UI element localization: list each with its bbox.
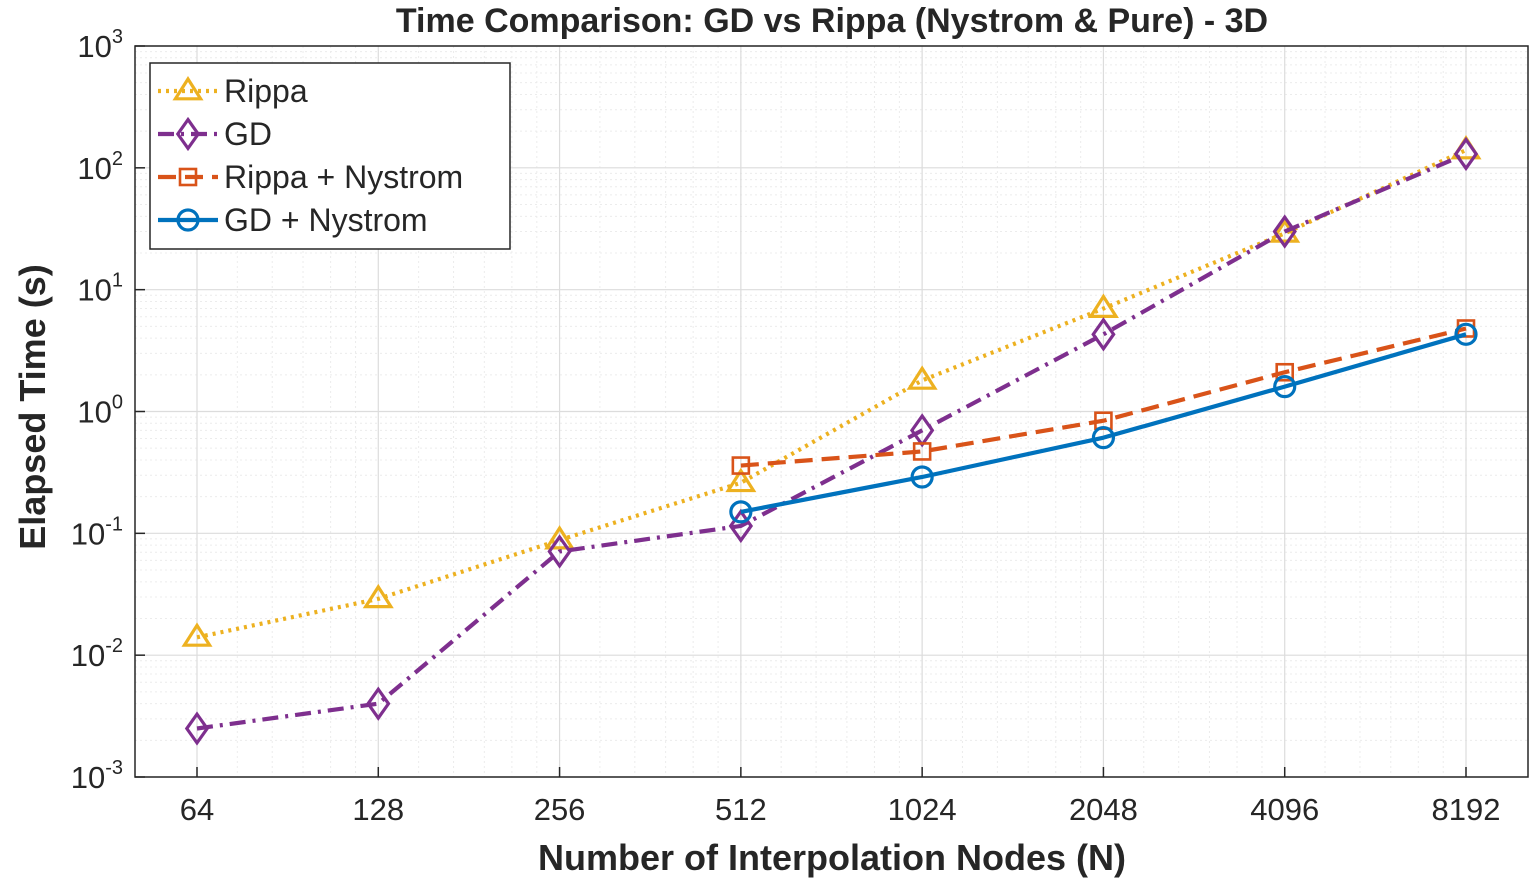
data-point-gd xyxy=(547,534,572,569)
data-point-gd xyxy=(1091,317,1116,352)
data-point-gd-nystrom xyxy=(1273,375,1297,399)
legend-marker-gd xyxy=(175,116,201,152)
chart-title: Time Comparison: GD vs Rippa (Nystrom & … xyxy=(396,2,1268,40)
series-gd-nystrom xyxy=(729,322,1478,524)
data-point-gd xyxy=(1453,136,1479,172)
x-tick-label: 1024 xyxy=(888,792,957,827)
series-line-gd-nystrom xyxy=(740,332,1467,514)
data-point-gd xyxy=(184,711,210,746)
series-line-rippa-nystrom xyxy=(740,326,1467,468)
legend-label-rippa: Rippa xyxy=(224,73,308,109)
legend-marker-rippa xyxy=(172,76,204,101)
series-line-gd xyxy=(196,152,1467,731)
legend-marker-gd-nystrom xyxy=(176,208,200,232)
x-tick-label: 2048 xyxy=(1069,792,1138,827)
x-tick-label: 8192 xyxy=(1432,792,1501,827)
x-tick-label: 4096 xyxy=(1250,792,1319,827)
data-point-gd xyxy=(1272,214,1297,249)
legend-label-gd: GD xyxy=(224,116,272,152)
data-point-rippa xyxy=(181,622,213,647)
data-point-rippa xyxy=(906,365,938,390)
grid-lines xyxy=(135,45,1528,778)
data-point-rippa-nystrom xyxy=(731,456,751,475)
data-point-rippa xyxy=(544,525,576,550)
y-tick-label: 10-2 xyxy=(71,635,123,673)
data-point-rippa xyxy=(1269,218,1301,243)
data-point-gd-nystrom xyxy=(910,465,934,489)
data-point-rippa-nystrom xyxy=(1275,362,1295,382)
data-point-rippa xyxy=(1087,293,1119,318)
data-point-gd xyxy=(909,413,935,448)
legend-label-rippa-nystrom: Rippa + Nystrom xyxy=(224,159,463,195)
series-line-rippa xyxy=(196,148,1467,640)
y-tick-label: 10-1 xyxy=(71,513,123,551)
series-layer xyxy=(181,135,1482,746)
y-tick-label: 102 xyxy=(77,148,123,186)
data-point-rippa-nystrom xyxy=(912,442,932,461)
legend-label-gd-nystrom: GD + Nystrom xyxy=(224,202,428,238)
data-point-rippa xyxy=(362,583,394,609)
x-tick-label: 512 xyxy=(715,792,767,827)
legend: Rippa GD Rippa + Nystrom GD + Nystrom xyxy=(149,62,511,250)
data-point-gd-nystrom xyxy=(1091,426,1116,450)
data-point-gd-nystrom xyxy=(1454,322,1478,346)
data-point-gd xyxy=(366,686,391,721)
legend-marker-rippa-nystrom xyxy=(178,167,198,187)
y-tick-label: 103 xyxy=(77,26,123,64)
y-tick-label: 101 xyxy=(77,270,123,308)
x-tick-label: 64 xyxy=(180,792,214,827)
x-axis-label: Number of Interpolation Nodes (N) xyxy=(538,837,1126,878)
x-tick-label: 256 xyxy=(534,792,586,827)
y-tick-label: 10-3 xyxy=(71,757,123,795)
data-point-gd-nystrom xyxy=(729,500,753,524)
y-tick-label: 100 xyxy=(77,392,123,430)
data-point-rippa xyxy=(725,467,757,493)
y-axis-label: Elapsed Time (s) xyxy=(12,264,53,549)
x-tick-label: 128 xyxy=(352,792,404,827)
axis-ticks: 10-3 10-2 10-1 100 101 102 103 64 128 256 512 1024 2… xyxy=(71,26,1501,827)
